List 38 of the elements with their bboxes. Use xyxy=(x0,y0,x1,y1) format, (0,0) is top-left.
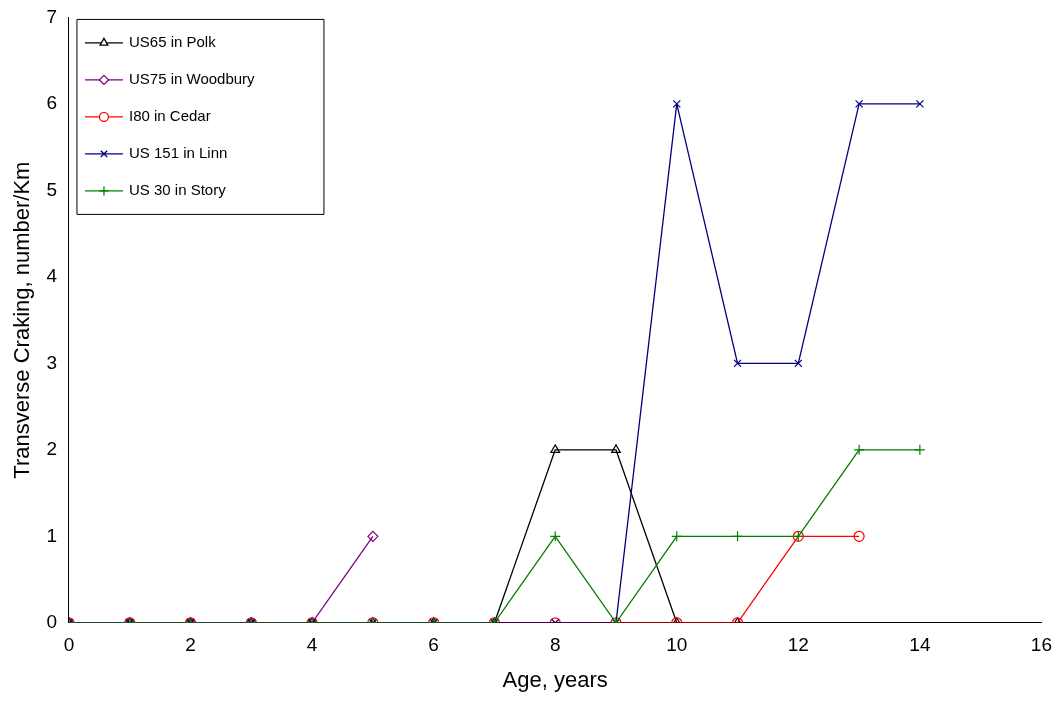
point xyxy=(854,99,864,109)
point xyxy=(853,444,865,456)
point xyxy=(853,530,865,542)
y-tick-label: 1 xyxy=(46,524,57,546)
x-tick-label: 10 xyxy=(666,634,688,656)
legend-label: US65 in Polk xyxy=(128,33,217,51)
x-tick-label: 0 xyxy=(63,634,75,656)
x-tick-label: 4 xyxy=(306,634,318,656)
point xyxy=(794,359,803,368)
y-tick-label: 4 xyxy=(46,265,58,287)
point xyxy=(671,530,683,542)
y-tick-label: 5 xyxy=(46,178,57,200)
y-tick-label: 6 xyxy=(46,92,57,114)
y-tick-label: 0 xyxy=(46,611,57,633)
point xyxy=(550,444,561,453)
y-axis-title: Transverse Craking, number/Km xyxy=(9,161,35,479)
point xyxy=(549,530,561,542)
legend-label: I80 in Cedar xyxy=(128,107,211,125)
legend-label: US75 in Woodbury xyxy=(128,70,256,88)
x-tick-label: 2 xyxy=(185,634,196,656)
point xyxy=(367,530,379,542)
point xyxy=(733,359,742,368)
y-tick-label: 7 xyxy=(46,5,57,27)
x-tick-label: 8 xyxy=(549,634,561,656)
legend-label: US 151 in Linn xyxy=(128,144,228,162)
x-tick-label: 12 xyxy=(787,634,809,656)
point xyxy=(915,99,925,109)
legend-label: US 30 in Story xyxy=(128,181,227,199)
x-tick-label: 14 xyxy=(909,634,931,656)
point xyxy=(672,99,681,109)
y-tick-label: 3 xyxy=(46,351,57,373)
x-tick-label: 16 xyxy=(1030,634,1052,656)
y-tick-label: 2 xyxy=(46,438,57,460)
point xyxy=(914,444,926,456)
x-axis-title: Age, years xyxy=(502,666,608,692)
x-tick-label: 6 xyxy=(428,634,439,656)
point xyxy=(611,444,621,453)
point xyxy=(731,530,744,542)
